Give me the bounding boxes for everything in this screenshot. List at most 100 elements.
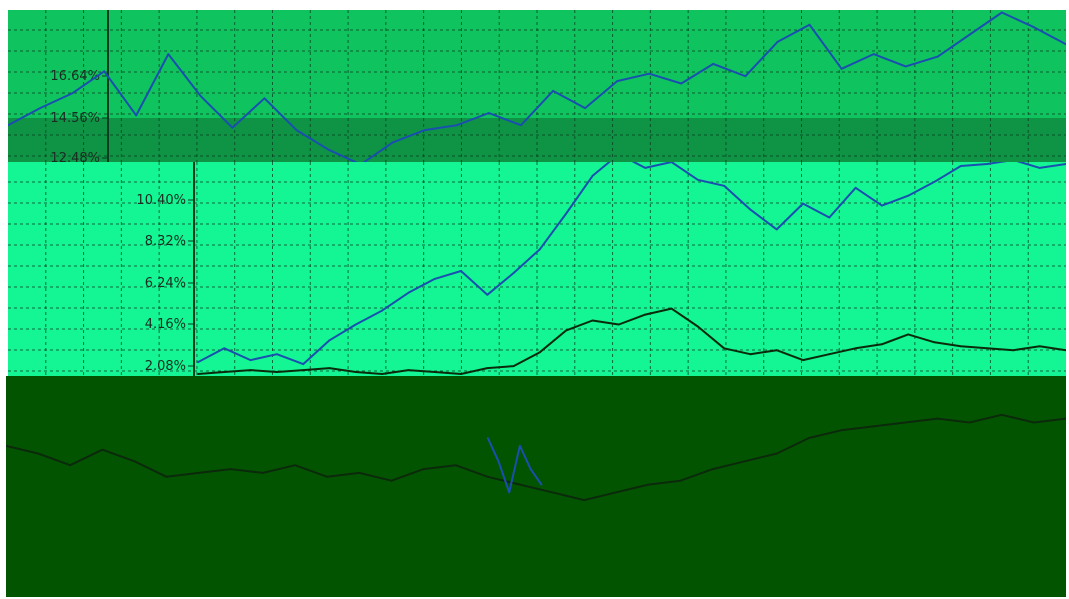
middle-series-line-1 bbox=[197, 162, 1066, 366]
upper-series-point bbox=[1065, 43, 1066, 46]
upper-series-point bbox=[584, 107, 586, 109]
middle-series-point bbox=[223, 371, 226, 373]
middle-series-point bbox=[881, 343, 883, 346]
middle-series-point bbox=[539, 351, 541, 354]
upper-series-point bbox=[263, 97, 266, 100]
middle-series-point bbox=[302, 369, 305, 371]
lower-series-point bbox=[529, 468, 532, 470]
lower-series-point bbox=[508, 491, 511, 494]
middle-series-point bbox=[512, 272, 515, 274]
middle-series-point bbox=[986, 163, 988, 165]
lower-series-point bbox=[679, 479, 682, 482]
middle-series-point bbox=[802, 359, 804, 361]
upper-series-point bbox=[712, 63, 715, 65]
lower-series-line-2 bbox=[486, 437, 543, 494]
middle-series-point bbox=[197, 361, 199, 363]
middle-series-point bbox=[460, 270, 462, 272]
middle-series-point bbox=[907, 194, 910, 197]
upper-chart-panel: 16.64% 14.56% 12.48% bbox=[8, 10, 1066, 162]
middle-series-point bbox=[749, 353, 752, 356]
middle-series-point bbox=[854, 347, 857, 350]
middle-series-point bbox=[644, 167, 647, 169]
lower-series-point bbox=[133, 460, 136, 463]
middle-series-point bbox=[223, 347, 226, 350]
upper-series-point bbox=[391, 141, 394, 144]
upper-series-point bbox=[455, 124, 458, 127]
lower-series-point bbox=[390, 479, 393, 482]
middle-chart-svg: 10.40% 8.32% 6.24% 4.16% 2.08% bbox=[8, 162, 1066, 376]
lower-series-point bbox=[37, 452, 39, 455]
upper-series-point bbox=[199, 94, 202, 97]
upper-series-point bbox=[1001, 11, 1003, 14]
middle-series-line-2 bbox=[197, 307, 1066, 375]
upper-series-point bbox=[167, 53, 170, 55]
lower-series-point bbox=[197, 472, 200, 474]
upper-series-point bbox=[776, 41, 779, 43]
middle-series-point bbox=[1065, 349, 1066, 352]
y-tick-label: 14.56% bbox=[50, 111, 100, 126]
middle-series-point bbox=[433, 278, 436, 280]
upper-series-point bbox=[552, 90, 554, 92]
lower-series-point bbox=[808, 437, 810, 439]
middle-series-point bbox=[617, 323, 620, 326]
middle-series-point bbox=[775, 228, 778, 231]
lower-series-point bbox=[936, 417, 939, 420]
middle-series-point bbox=[512, 365, 515, 367]
middle-series-point bbox=[959, 345, 962, 348]
upper-series-point bbox=[520, 124, 522, 127]
lower-background bbox=[6, 376, 1066, 597]
lower-series-point bbox=[519, 483, 521, 486]
middle-series-point bbox=[696, 178, 699, 181]
upper-series-point bbox=[8, 124, 9, 127]
upper-series-point bbox=[968, 33, 971, 36]
upper-series-point bbox=[71, 92, 73, 95]
upper-series-point bbox=[872, 53, 875, 55]
middle-series-point bbox=[696, 325, 699, 328]
middle-series-point bbox=[486, 293, 489, 296]
lower-series-point bbox=[486, 475, 489, 478]
middle-series-point bbox=[959, 165, 962, 167]
upper-series-point bbox=[327, 148, 330, 151]
lower-series-point bbox=[540, 483, 543, 486]
middle-series-point bbox=[1012, 349, 1015, 352]
middle-series-point bbox=[986, 347, 988, 350]
middle-series-point bbox=[460, 373, 462, 375]
lower-series-point bbox=[1000, 413, 1003, 416]
upper-series-point bbox=[231, 126, 234, 129]
middle-series-point bbox=[486, 367, 489, 369]
upper-series-point bbox=[39, 107, 41, 109]
upper-series-point bbox=[423, 129, 426, 131]
lower-series-point bbox=[454, 464, 457, 467]
middle-series-point bbox=[249, 359, 252, 361]
lower-series-point bbox=[1033, 421, 1035, 424]
lower-series-point bbox=[968, 421, 971, 424]
upper-series-point bbox=[1033, 26, 1035, 29]
upper-series-point bbox=[744, 75, 747, 78]
middle-series-point bbox=[565, 329, 568, 332]
lower-series-point bbox=[583, 499, 586, 501]
upper-series-point bbox=[936, 55, 939, 58]
middle-series-point bbox=[354, 371, 357, 373]
middle-series-point bbox=[407, 291, 410, 294]
upper-series-point bbox=[904, 65, 907, 68]
middle-series-point bbox=[907, 333, 910, 336]
lower-series-point bbox=[840, 429, 843, 432]
middle-series-point bbox=[933, 341, 936, 344]
y-tick-label: 10.40% bbox=[136, 193, 186, 208]
middle-series-point bbox=[1038, 345, 1041, 348]
middle-series-point bbox=[433, 371, 436, 373]
lower-series-point bbox=[262, 472, 264, 474]
middle-series-point bbox=[407, 369, 410, 371]
lower-series-point bbox=[551, 491, 553, 494]
middle-series-point bbox=[591, 175, 594, 177]
lower-series-point bbox=[872, 425, 875, 428]
y-tick-label: 4.16% bbox=[145, 317, 186, 332]
lower-series-line-1 bbox=[6, 413, 1066, 502]
middle-series-point bbox=[276, 371, 278, 373]
upper-series-point bbox=[808, 23, 811, 26]
y-tick-label: 6.24% bbox=[145, 276, 186, 291]
middle-series-point bbox=[249, 369, 252, 371]
middle-series-point bbox=[197, 373, 199, 375]
upper-series-point bbox=[616, 80, 619, 82]
